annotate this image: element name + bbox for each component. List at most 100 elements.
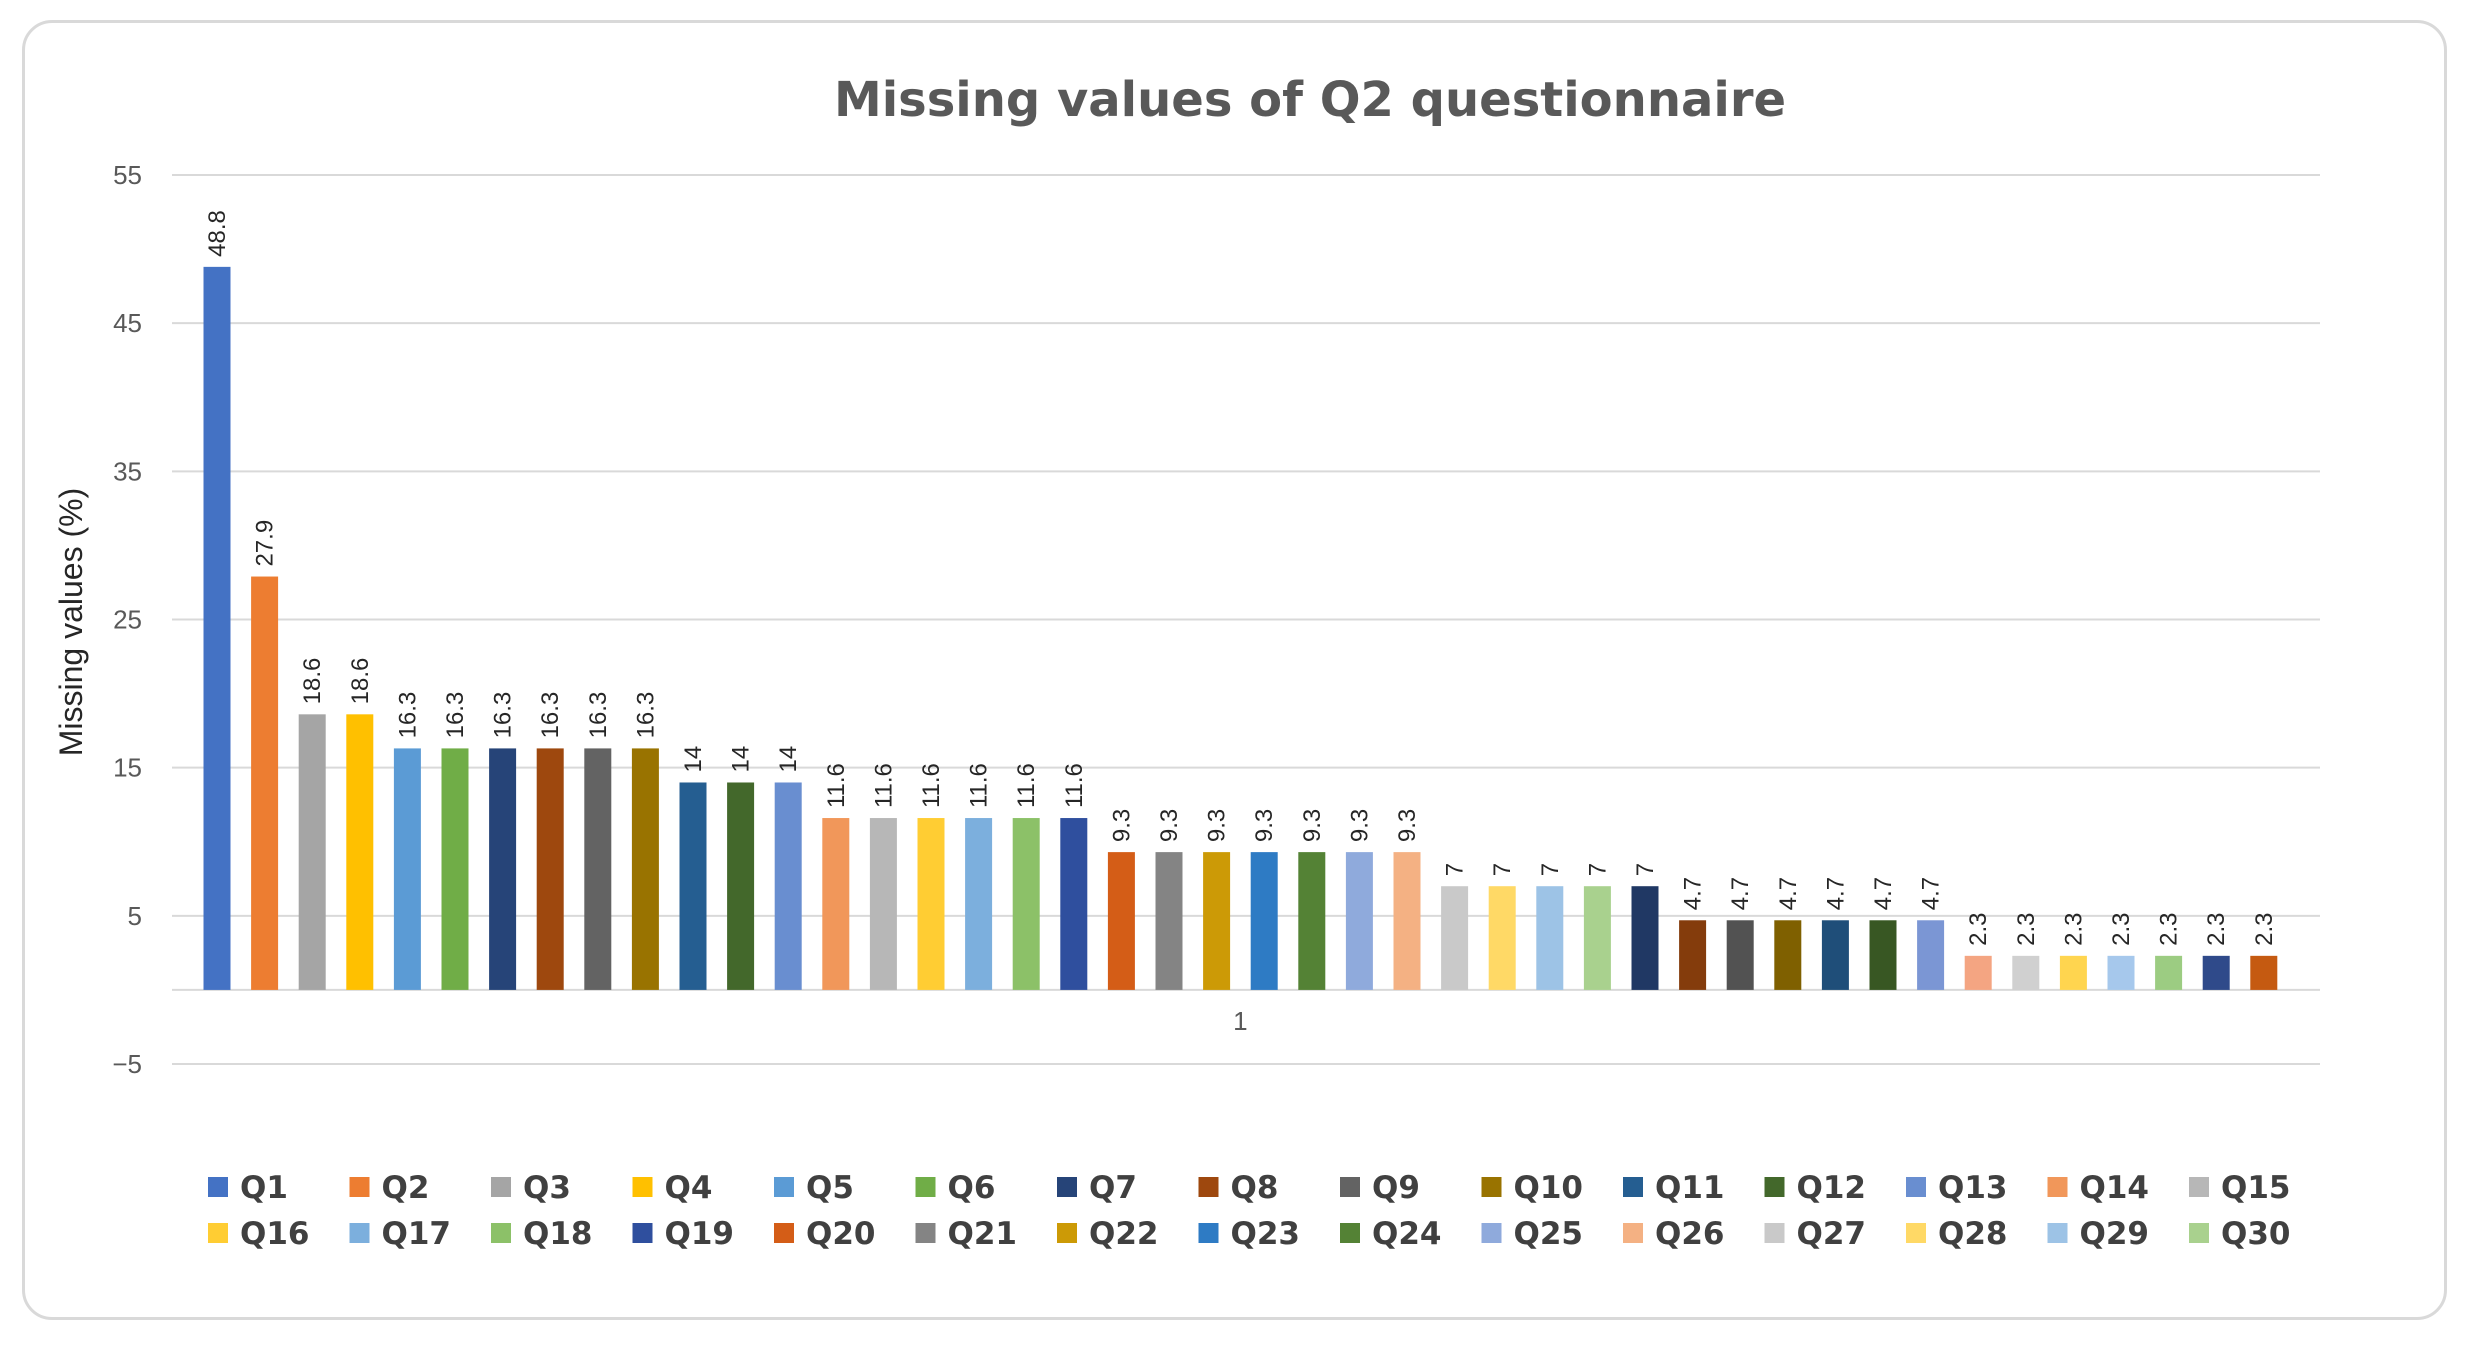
data-label: 2.3: [1965, 912, 1992, 945]
bar: [1298, 852, 1326, 990]
legend-swatch: [1481, 1223, 1502, 1243]
legend-swatch: [1764, 1177, 1785, 1197]
y-tick-label: 55: [113, 160, 142, 190]
legend-swatch: [1623, 1177, 1643, 1197]
data-label: 11.6: [1061, 763, 1088, 808]
data-label: 9.3: [1346, 809, 1373, 842]
legend-item: Q2: [349, 1170, 430, 1206]
legend-label: Q6: [948, 1170, 996, 1206]
legend-swatch: [1340, 1223, 1360, 1243]
bar: [2155, 955, 2183, 990]
bar: [631, 748, 659, 990]
bar: [1107, 852, 1135, 990]
data-label: 9.3: [1394, 809, 1421, 842]
legend-swatch: [774, 1177, 794, 1197]
legend-swatch: [2189, 1177, 2209, 1197]
y-axis-label: Missing values (%): [53, 488, 89, 757]
y-tick-label: 15: [113, 753, 142, 783]
legend-label: Q2: [382, 1170, 430, 1206]
legend-label: Q23: [1231, 1216, 1301, 1252]
data-label: 7: [1632, 863, 1659, 876]
legend-item: Q30: [2189, 1216, 2291, 1252]
legend-item: Q16: [208, 1216, 310, 1252]
y-axis-ticks: 55 45 35 25 15 5 −5: [112, 160, 142, 1079]
bar: [1393, 852, 1421, 990]
legend-label: Q25: [1514, 1216, 1584, 1252]
legend-swatch: [349, 1177, 370, 1197]
legend-item: Q27: [1764, 1216, 1867, 1252]
bar: [1441, 886, 1469, 990]
bar: [2012, 955, 2040, 990]
legend-label: Q10: [1514, 1170, 1584, 1206]
bar: [1012, 818, 1040, 990]
bar: [489, 748, 517, 990]
data-label: 16.3: [490, 692, 517, 739]
legend-label: Q8: [1231, 1170, 1279, 1206]
bar: [917, 818, 945, 990]
data-label: 4.7: [1727, 877, 1754, 910]
data-label: 2.3: [2156, 912, 2183, 945]
bar: [1964, 955, 1992, 990]
legend-swatch: [208, 1223, 228, 1243]
legend-item: Q7: [1057, 1170, 1137, 1206]
bar: [965, 818, 993, 990]
bar: [2059, 955, 2087, 990]
bar: [2250, 955, 2278, 990]
bar: [869, 818, 897, 990]
data-label: 18.6: [347, 658, 374, 705]
data-label: 48.8: [204, 210, 231, 257]
legend-label: Q16: [240, 1216, 310, 1252]
legend-item: Q4: [632, 1170, 712, 1206]
legend-item: Q3: [491, 1170, 571, 1206]
chart-title: Missing values of Q2 questionnaire: [834, 72, 1786, 128]
legend-swatch: [1340, 1177, 1360, 1197]
bar: [1345, 852, 1373, 990]
legend-label: Q7: [1089, 1170, 1137, 1206]
data-label: 11.6: [870, 763, 897, 808]
legend-swatch: [915, 1223, 936, 1243]
bar: [1631, 886, 1659, 990]
bar: [536, 748, 564, 990]
gridlines: [172, 174, 2320, 1065]
y-tick-label: 25: [113, 605, 142, 635]
y-tick-label: 5: [128, 901, 142, 931]
legend-label: Q13: [1938, 1170, 2008, 1206]
legend-item: Q5: [774, 1170, 854, 1206]
data-label: 7: [1489, 863, 1516, 876]
legend-label: Q27: [1797, 1216, 1867, 1252]
legend-item: Q6: [915, 1170, 996, 1206]
bar: [251, 576, 279, 990]
data-label: 2.3: [2251, 912, 2278, 945]
legend-swatch: [208, 1177, 228, 1197]
legend-item: Q9: [1340, 1170, 1420, 1206]
legend-label: Q17: [382, 1216, 452, 1252]
legend: Q1 Q2 Q3 Q4 Q5 Q6 Q7 Q8 Q9 Q10 Q11 Q12 Q13 Q14 Q15 Q16 Q…: [208, 1170, 2291, 1252]
data-label: 14: [775, 746, 802, 773]
data-label: 4.7: [1775, 877, 1802, 910]
x-category-label: 1: [1233, 1006, 1247, 1036]
data-label: 16.3: [585, 692, 612, 739]
data-label: 16.3: [537, 692, 564, 739]
bar: [727, 782, 755, 990]
legend-swatch: [1057, 1223, 1077, 1243]
bar: [679, 782, 707, 990]
bar: [346, 714, 374, 990]
bars: [203, 266, 2278, 990]
data-label: 7: [1442, 863, 1469, 876]
bar: [2202, 955, 2230, 990]
data-label: 11.6: [918, 763, 945, 808]
legend-swatch: [1906, 1223, 1926, 1243]
data-labels: 48.8 27.9 18.6 18.6 16.3 16.3 16.3 16.3 16.3 16.3…: [204, 210, 2278, 946]
legend-item: Q18: [491, 1216, 593, 1252]
data-label: 18.6: [299, 658, 326, 705]
bar: [1250, 852, 1278, 990]
data-label: 11.6: [966, 763, 993, 808]
bar: [393, 748, 421, 990]
data-label: 2.3: [2013, 912, 2040, 945]
bar: [203, 266, 231, 990]
data-label: 2.3: [2203, 912, 2230, 945]
legend-item: Q12: [1764, 1170, 1866, 1206]
chart-frame: [22, 20, 2447, 1320]
data-label: 9.3: [1251, 809, 1278, 842]
bar: [1155, 852, 1183, 990]
